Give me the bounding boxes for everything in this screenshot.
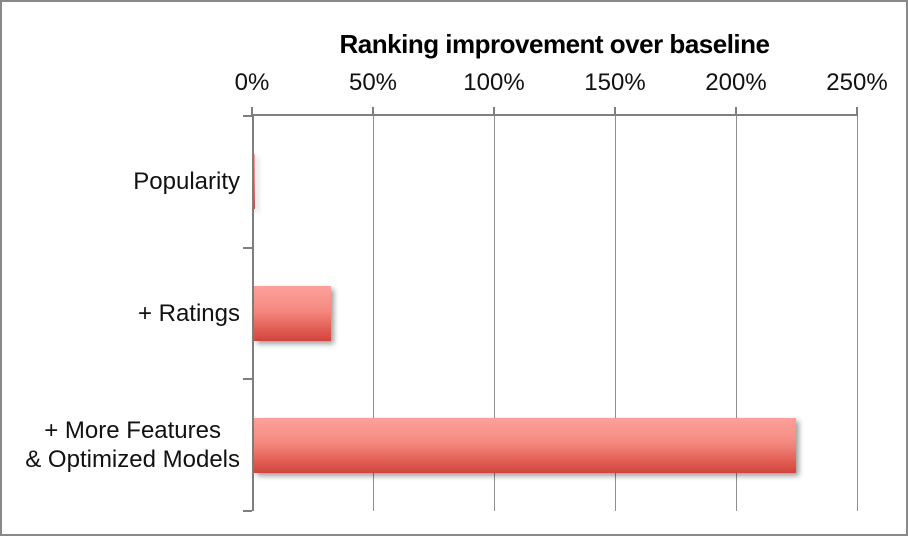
x-axis-tick-label: 0% — [234, 69, 270, 96]
category-label-ratings: + Ratings — [12, 248, 240, 380]
gridline — [372, 116, 374, 511]
x-axis-tick-label: 200% — [705, 69, 767, 96]
y-axis-tick-mark — [243, 510, 252, 512]
category-label-text: + More Features & Optimized Models — [25, 416, 240, 474]
gridline — [614, 116, 616, 511]
x-axis-tick-mark — [493, 107, 495, 116]
category-axis-line — [252, 116, 254, 511]
x-axis-tick-mark — [614, 107, 616, 116]
bar-popularity — [254, 154, 256, 210]
x-axis-tick-label: 100% — [463, 69, 525, 96]
y-axis-tick-mark — [243, 378, 252, 381]
y-axis-tick-mark — [243, 246, 252, 249]
category-label-text: + Ratings — [137, 299, 240, 327]
x-axis-tick-mark — [251, 107, 253, 116]
x-axis-tick-label: 50% — [348, 69, 398, 96]
x-axis-tick-label: 250% — [826, 69, 888, 96]
bar-ratings — [254, 286, 332, 341]
x-axis-tick-mark — [372, 107, 374, 116]
bar-more-features-optimized-models — [254, 417, 797, 473]
x-axis-tick-label: 150% — [584, 69, 646, 96]
plot-area — [243, 107, 858, 512]
x-axis-tick-mark — [856, 107, 858, 116]
gridline — [735, 116, 737, 511]
x-axis-line — [252, 114, 857, 116]
chart-title: Ranking improvement over baseline — [339, 29, 770, 59]
x-axis-tick-mark — [735, 107, 737, 116]
gridline — [856, 116, 858, 511]
category-label-popularity: Popularity — [12, 116, 240, 248]
gridline — [493, 116, 495, 511]
category-label-more-features-optimized-models: + More Features & Optimized Models — [12, 379, 240, 511]
category-label-text: Popularity — [133, 168, 240, 196]
y-axis-tick-mark — [243, 115, 252, 117]
